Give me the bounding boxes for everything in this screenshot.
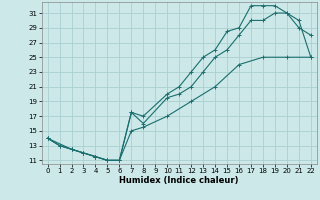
X-axis label: Humidex (Indice chaleur): Humidex (Indice chaleur) (119, 176, 239, 185)
